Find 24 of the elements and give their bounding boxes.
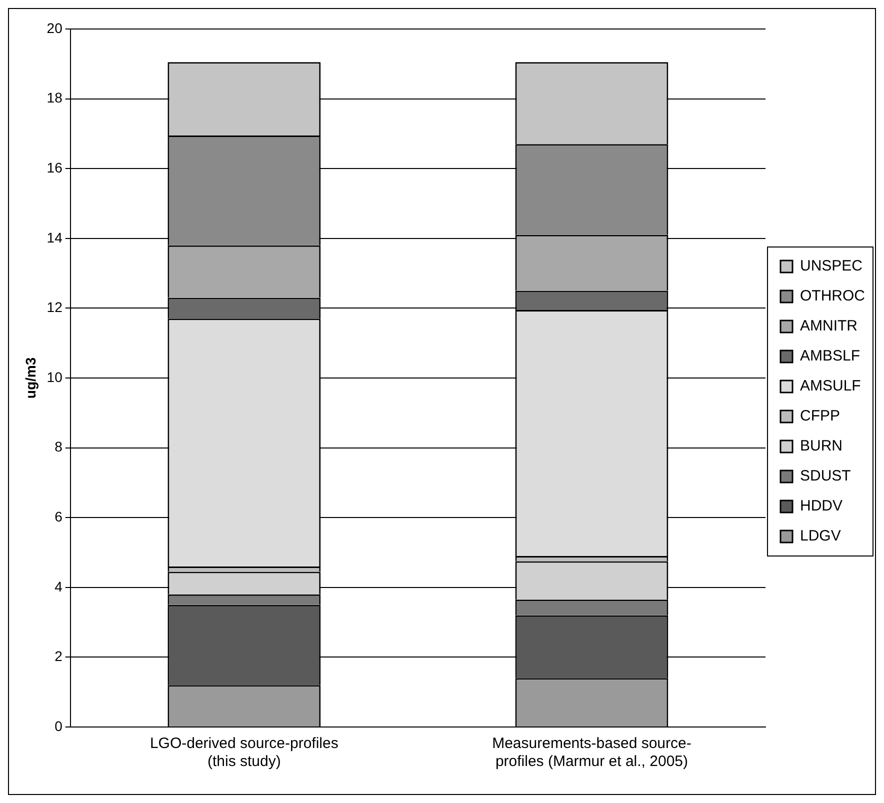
x-tick-label: Measurements-based source-profiles (Marmur et al., 2005) [492,735,692,770]
legend-label: CFPP [800,408,840,425]
y-axis-title: ug/m3 [22,357,38,399]
legend-label: OTHROC [800,288,866,305]
legend-label: SDUST [800,468,851,485]
x-tick-label: LGO-derived source-profiles (this study) [150,735,338,770]
y-tick-label: 6 [54,508,63,524]
y-tick-label: 16 [46,159,63,176]
legend-label: AMNITR [800,318,858,335]
legend-label: AMSULF [800,378,861,395]
y-tick-label: 20 [46,20,63,36]
legend-label: BURN [800,438,843,455]
y-tick-label: 4 [54,578,63,594]
y-tick-label: 12 [46,299,63,316]
y-tick-label: 18 [46,90,63,106]
legend-label: AMBSLF [800,348,860,365]
y-tick-label: 14 [46,229,63,246]
legend-label: UNSPEC [800,258,863,275]
y-tick-label: 2 [54,648,63,664]
legend-label: HDDV [800,498,843,515]
y-tick-label: 8 [54,438,63,455]
y-tick-label: 0 [54,718,63,734]
y-tick-label: 10 [46,368,63,385]
legend-label: LDGV [800,528,841,545]
